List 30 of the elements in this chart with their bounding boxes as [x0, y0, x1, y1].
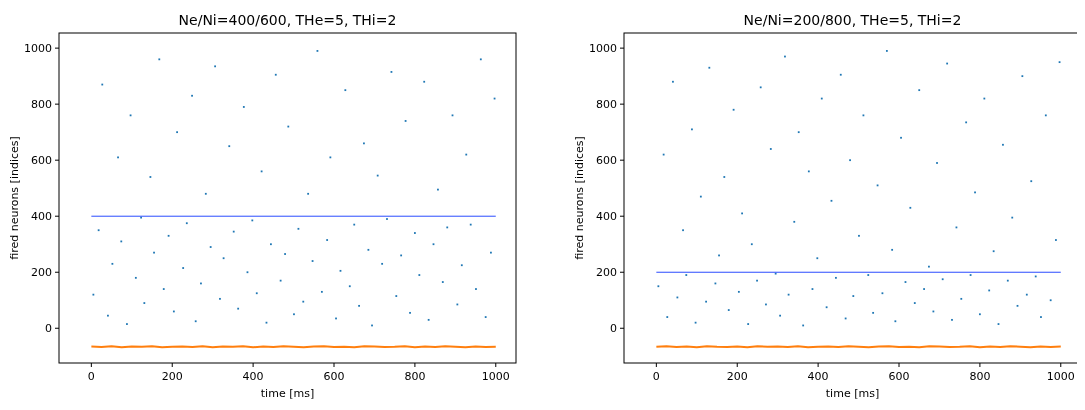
- y-axis-title: fired neurons [indices]: [8, 136, 21, 260]
- y-axis-title: fired neurons [indices]: [573, 136, 586, 260]
- chart-title: Ne/Ni=200/800, THe=5, THi=2: [743, 12, 962, 28]
- x-tick-label: 200: [161, 370, 183, 383]
- chart-title: Ne/Ni=400/600, THe=5, THi=2: [178, 12, 397, 28]
- y-tick-label: 0: [45, 322, 52, 336]
- x-tick-label: 0: [652, 370, 660, 383]
- y-tick-label: 1000: [589, 42, 617, 56]
- y-tick-label: 200: [596, 266, 617, 280]
- x-tick-label: 1000: [1046, 370, 1075, 383]
- y-tick-label: 0: [610, 322, 617, 336]
- x-tick-label: 800: [404, 370, 426, 383]
- x-tick-label: 600: [888, 370, 910, 383]
- y-tick-label: 600: [31, 154, 52, 168]
- x-tick-label: 600: [323, 370, 345, 383]
- x-tick-label: 400: [807, 370, 829, 383]
- y-tick-label: 600: [596, 154, 617, 168]
- x-tick-label: 800: [969, 370, 991, 383]
- x-tick-label: 200: [726, 370, 748, 383]
- x-axis-title: time [ms]: [825, 387, 880, 400]
- y-tick-label: 800: [31, 98, 52, 112]
- y-tick-label: 800: [596, 98, 617, 112]
- x-tick-label: 0: [87, 370, 95, 383]
- x-tick-label: 1000: [481, 370, 510, 383]
- x-axis-title: time [ms]: [260, 387, 315, 400]
- y-tick-label: 1000: [24, 42, 52, 56]
- x-tick-label: 400: [242, 370, 264, 383]
- y-tick-label: 200: [31, 266, 52, 280]
- y-tick-label: 400: [596, 210, 617, 224]
- y-tick-label: 400: [31, 210, 52, 224]
